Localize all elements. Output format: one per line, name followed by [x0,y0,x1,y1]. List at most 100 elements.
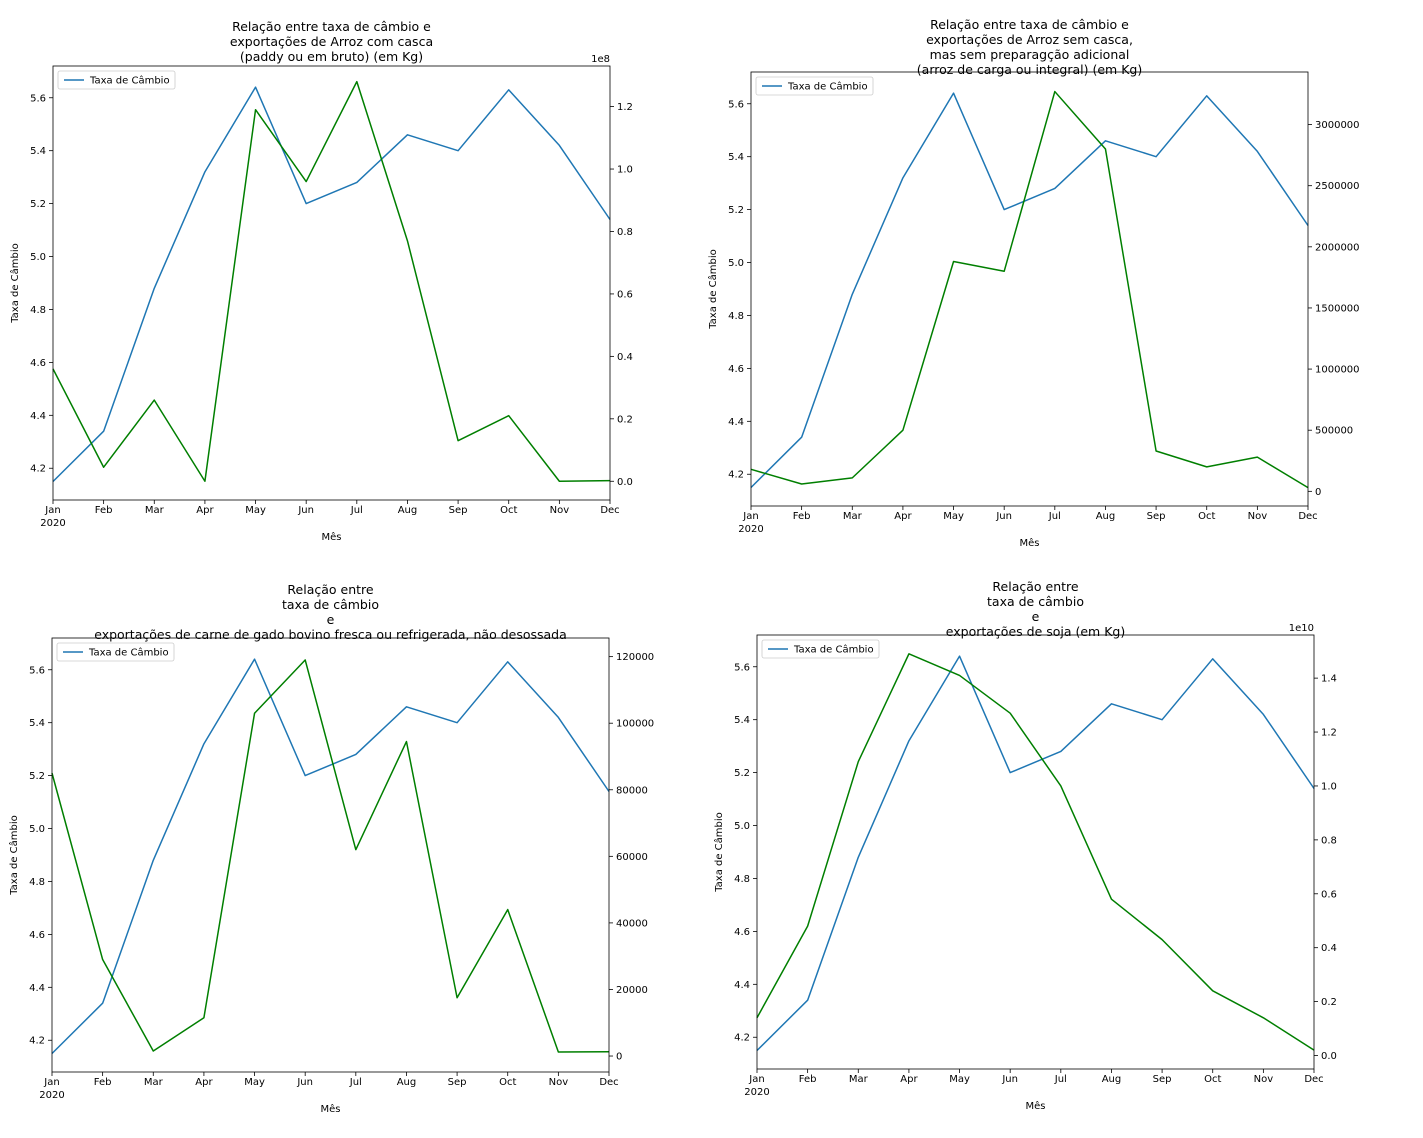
y-tick-label: 4.2 [728,470,744,481]
legend: Taxa de Câmbio [755,76,874,96]
y2-tick-label: 1000000 [1315,365,1360,376]
chart-title-line: (paddy ou em bruto) (em Kg) [240,49,423,64]
y-tick-label: 4.4 [734,980,750,991]
y2-tick-label: 0.6 [617,289,633,300]
y-tick-label: 4.6 [728,364,744,375]
y2-tick-label: 1.0 [617,165,633,176]
y-tick-label: 5.2 [30,199,46,210]
x-tick-label: Mar [144,1077,164,1088]
x-year-label: 2020 [40,518,65,529]
x-tick-label: Oct [1204,1074,1221,1085]
x-tick-label: Sep [1153,1074,1172,1085]
series-line-taxa-de-cambio [52,86,611,483]
x-year-label: 2020 [39,1090,64,1101]
y-axis-label: Taxa de Câmbio [8,815,20,896]
chart-title-line: Relação entre [287,582,373,597]
series-line-exportacoes [750,90,1309,489]
y-tick-label: 4.6 [734,927,750,938]
x-tick-label: Feb [95,505,113,516]
x-tick-label: Mar [843,511,863,522]
y-tick-label: 5.6 [30,93,46,104]
chart-title-line: Relação entre taxa de câmbio e [232,19,431,34]
y2-tick-label: 0.0 [1321,1051,1337,1062]
y-tick-label: 5.0 [30,252,46,263]
y-tick-label: 5.6 [728,99,744,110]
chart-title-line: taxa de câmbio [282,597,379,612]
chart-title-line: taxa de câmbio [987,594,1084,609]
x-tick-label: Aug [1102,1074,1122,1085]
y2-tick-label: 1.2 [1321,728,1337,739]
x-tick-label: Feb [793,511,811,522]
x-tick-label: Oct [499,1077,516,1088]
y2-tick-label: 0.2 [1321,997,1337,1008]
x-tick-label: Mar [145,505,165,516]
y-tick-label: 5.4 [29,718,45,729]
y2-tick-label: 0 [1315,487,1321,498]
y-tick-label: 4.6 [30,358,46,369]
y2-tick-label: 80000 [616,785,648,796]
x-tick-label: Jun [1001,1074,1018,1085]
y2-tick-label: 500000 [1315,426,1353,437]
series-line-taxa-de-cambio [51,658,610,1055]
y-tick-label: 4.8 [30,305,46,316]
chart-title-line: exportações de carne de gado bovino fres… [94,627,567,642]
legend: Taxa de Câmbio [56,642,175,662]
y2-tick-label: 2500000 [1315,181,1360,192]
x-tick-label: Apr [195,1077,213,1088]
chart-title-line: Relação entre [992,579,1078,594]
x-tick-label: Nov [1254,1074,1274,1085]
x-tick-label: Aug [1096,511,1116,522]
chart-title-line: exportações de soja (em Kg) [946,624,1125,639]
chart-title-line: exportações de Arroz com casca [230,34,433,49]
y-tick-label: 5.2 [734,768,750,779]
y2-tick-label: 0.0 [617,477,633,488]
x-tick-label: Jan [44,505,60,516]
y-tick-label: 4.2 [30,464,46,475]
x-tick-label: Feb [799,1074,817,1085]
series-line-exportacoes [52,80,611,483]
y2-tick-label: 20000 [616,985,648,996]
x-tick-label: Aug [398,505,418,516]
x-tick-label: Jul [350,505,363,516]
chart-panel-2: Relação entre taxa de câmbio eexportaçõe… [707,17,1360,549]
chart-panel-1: Relação entre taxa de câmbio eexportaçõe… [9,19,633,543]
y2-tick-label: 0.4 [617,352,633,363]
x-tick-label: Jun [296,1077,313,1088]
y-axis-label: Taxa de Câmbio [713,812,725,893]
y-tick-label: 4.8 [29,877,45,888]
x-tick-label: Dec [1304,1074,1323,1085]
y2-tick-label: 1500000 [1315,303,1360,314]
y-tick-label: 4.4 [728,417,744,428]
series-line-exportacoes [51,659,610,1053]
x-tick-label: Aug [397,1077,417,1088]
y-tick-label: 5.6 [29,665,45,676]
x-tick-label: Jul [1054,1074,1067,1085]
x-tick-label: Nov [550,505,570,516]
y2-tick-label: 0.4 [1321,943,1337,954]
y-tick-label: 5.2 [728,205,744,216]
x-tick-label: Dec [600,505,619,516]
x-tick-label: Jan [43,1077,59,1088]
y-tick-label: 5.6 [734,662,750,673]
x-tick-label: Jun [297,505,314,516]
y2-tick-label: 40000 [616,918,648,929]
y-tick-label: 4.8 [728,311,744,322]
legend-box [56,642,175,662]
x-tick-label: Jun [995,511,1012,522]
y2-tick-label: 0.2 [617,414,633,425]
y2-offset-label: 1e8 [591,54,610,65]
y-axis-label: Taxa de Câmbio [9,243,21,324]
y-tick-label: 5.0 [29,824,45,835]
x-tick-label: Mar [849,1074,869,1085]
y-tick-label: 4.2 [29,1036,45,1047]
plot-frame [51,637,610,1073]
x-year-label: 2020 [738,524,763,535]
plot-frame [756,634,1315,1070]
x-tick-label: Dec [599,1077,618,1088]
legend: Taxa de Câmbio [57,70,176,90]
plot-frame [750,71,1309,507]
y-tick-label: 5.0 [734,821,750,832]
legend-box [761,639,880,659]
legend-box [57,70,176,90]
